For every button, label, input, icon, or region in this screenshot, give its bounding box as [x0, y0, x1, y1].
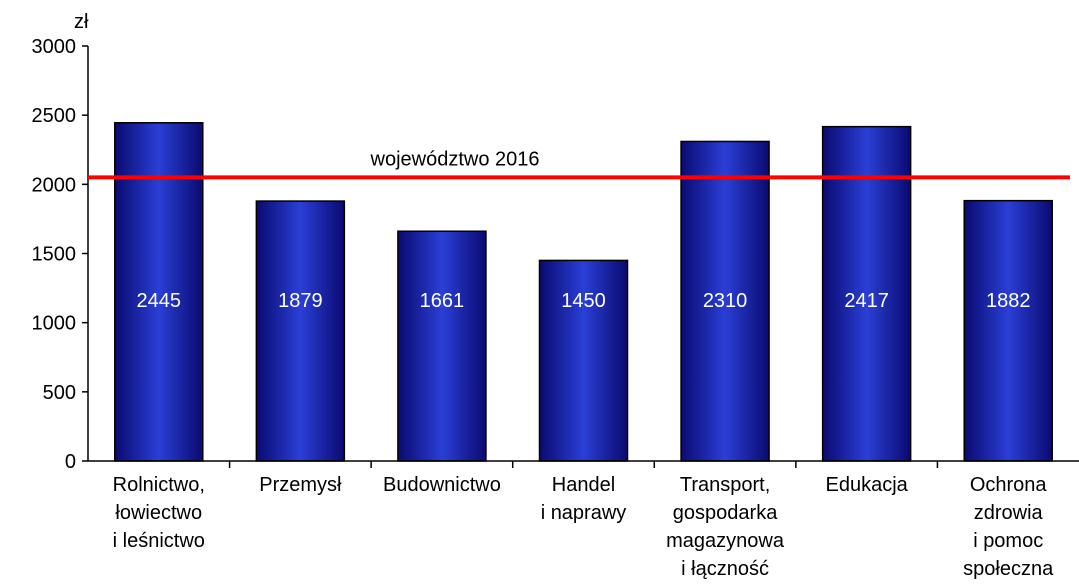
- value-label: 2417: [844, 290, 889, 312]
- y-tick-label: 500: [43, 382, 76, 404]
- y-tick-label: 2500: [32, 105, 77, 127]
- x-tick-label: Ochrona zdrowia i pomoc społeczna: [963, 474, 1054, 580]
- bar: [821, 125, 912, 462]
- y-tick-label: 2000: [32, 174, 77, 196]
- value-label: 2445: [137, 290, 182, 312]
- y-tick-label: 0: [65, 451, 76, 473]
- y-tick-label: 1000: [32, 313, 77, 335]
- value-label: 1450: [561, 290, 606, 312]
- x-tick-label: Edukacja: [826, 474, 909, 496]
- x-tick-label: Transport, gospodarka magazynowa i łączność: [666, 474, 785, 580]
- y-unit: zł: [74, 11, 89, 33]
- y-tick-label: 1500: [32, 244, 77, 266]
- x-tick-label: Budownictwo: [383, 474, 501, 496]
- value-label: 1882: [986, 290, 1031, 312]
- x-tick-label: Handel i naprawy: [541, 474, 627, 524]
- x-tick-label: Rolnictwo, łowiectwo i leśnictwo: [113, 474, 205, 552]
- value-label: 1879: [278, 290, 323, 312]
- value-label: 2310: [703, 290, 748, 312]
- reference-label: województwo 2016: [370, 148, 540, 170]
- value-label: 1661: [420, 290, 465, 312]
- bar: [963, 199, 1053, 462]
- x-tick-label: Przemysł: [259, 474, 342, 496]
- bar: [255, 200, 346, 462]
- y-tick-label: 3000: [32, 36, 77, 58]
- bar: [397, 230, 487, 462]
